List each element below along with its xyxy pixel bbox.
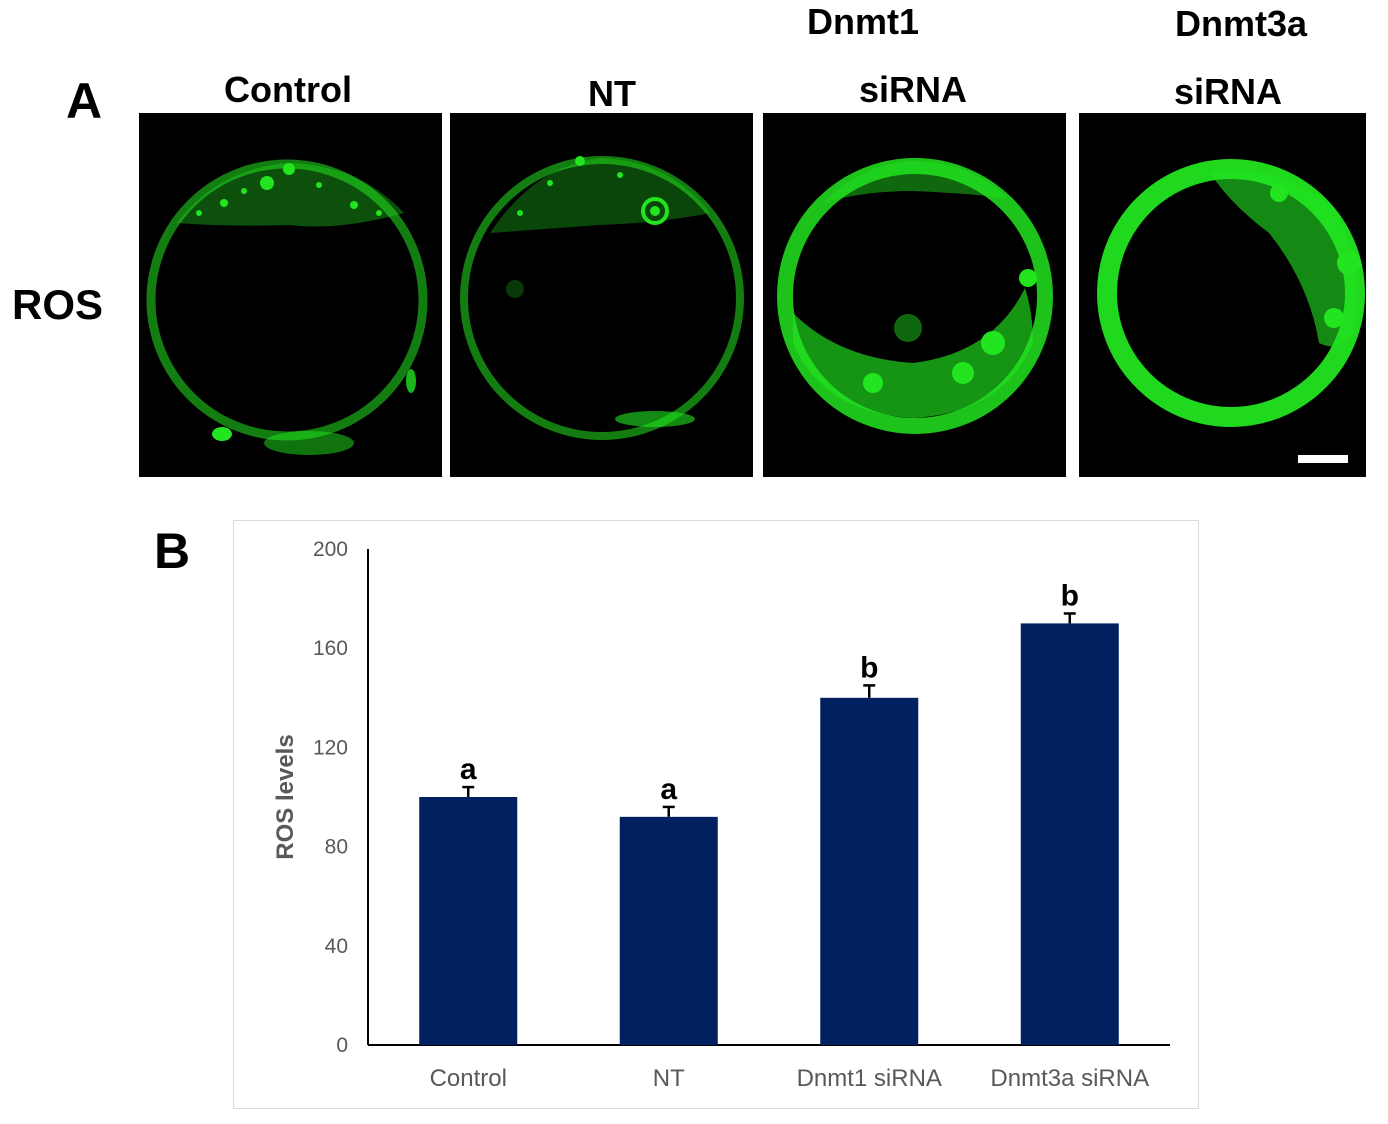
y-tick-label: 40 xyxy=(325,935,348,958)
col-title-nt: NT xyxy=(588,73,636,114)
y-tick-label: 80 xyxy=(325,836,348,859)
micrograph-control xyxy=(139,113,442,477)
y-tick-label: 160 xyxy=(313,637,348,660)
micrograph-nt xyxy=(450,113,753,477)
panel-a-letter: A xyxy=(66,73,103,129)
micrograph-dnmt3a-sirna xyxy=(1079,113,1366,477)
col-title-dnmt1-line1: Dnmt1 xyxy=(806,1,919,42)
panel-b-letter: B xyxy=(154,523,191,579)
col-title-dnmt3a-line2: siRNA xyxy=(1173,71,1283,112)
x-tick-label: Control xyxy=(430,1065,507,1092)
x-tick-label: Dnmt1 siRNA xyxy=(797,1065,942,1092)
significance-label: a xyxy=(660,773,677,806)
micrograph-dnmt1-sirna xyxy=(763,113,1066,477)
row-label-ros: ROS xyxy=(12,281,104,328)
y-tick-label: 120 xyxy=(313,736,348,759)
bar xyxy=(1020,623,1119,1045)
significance-label: b xyxy=(1061,579,1079,612)
y-tick-label: 200 xyxy=(313,538,348,561)
col-title-dnmt1-line2: siRNA xyxy=(858,69,968,110)
bar xyxy=(419,797,518,1045)
significance-label: b xyxy=(860,651,878,684)
y-axis-title: ROS levels xyxy=(272,734,299,859)
x-tick-label: NT xyxy=(653,1065,685,1092)
x-tick-label: Dnmt3a siRNA xyxy=(990,1065,1149,1092)
scale-bar xyxy=(1298,455,1348,463)
bar xyxy=(820,697,919,1045)
significance-label: a xyxy=(460,753,477,786)
bar xyxy=(619,816,718,1045)
col-title-dnmt3a-line1: Dnmt3a xyxy=(1174,3,1308,44)
col-title-control: Control xyxy=(224,69,352,110)
y-tick-label: 0 xyxy=(336,1034,348,1057)
